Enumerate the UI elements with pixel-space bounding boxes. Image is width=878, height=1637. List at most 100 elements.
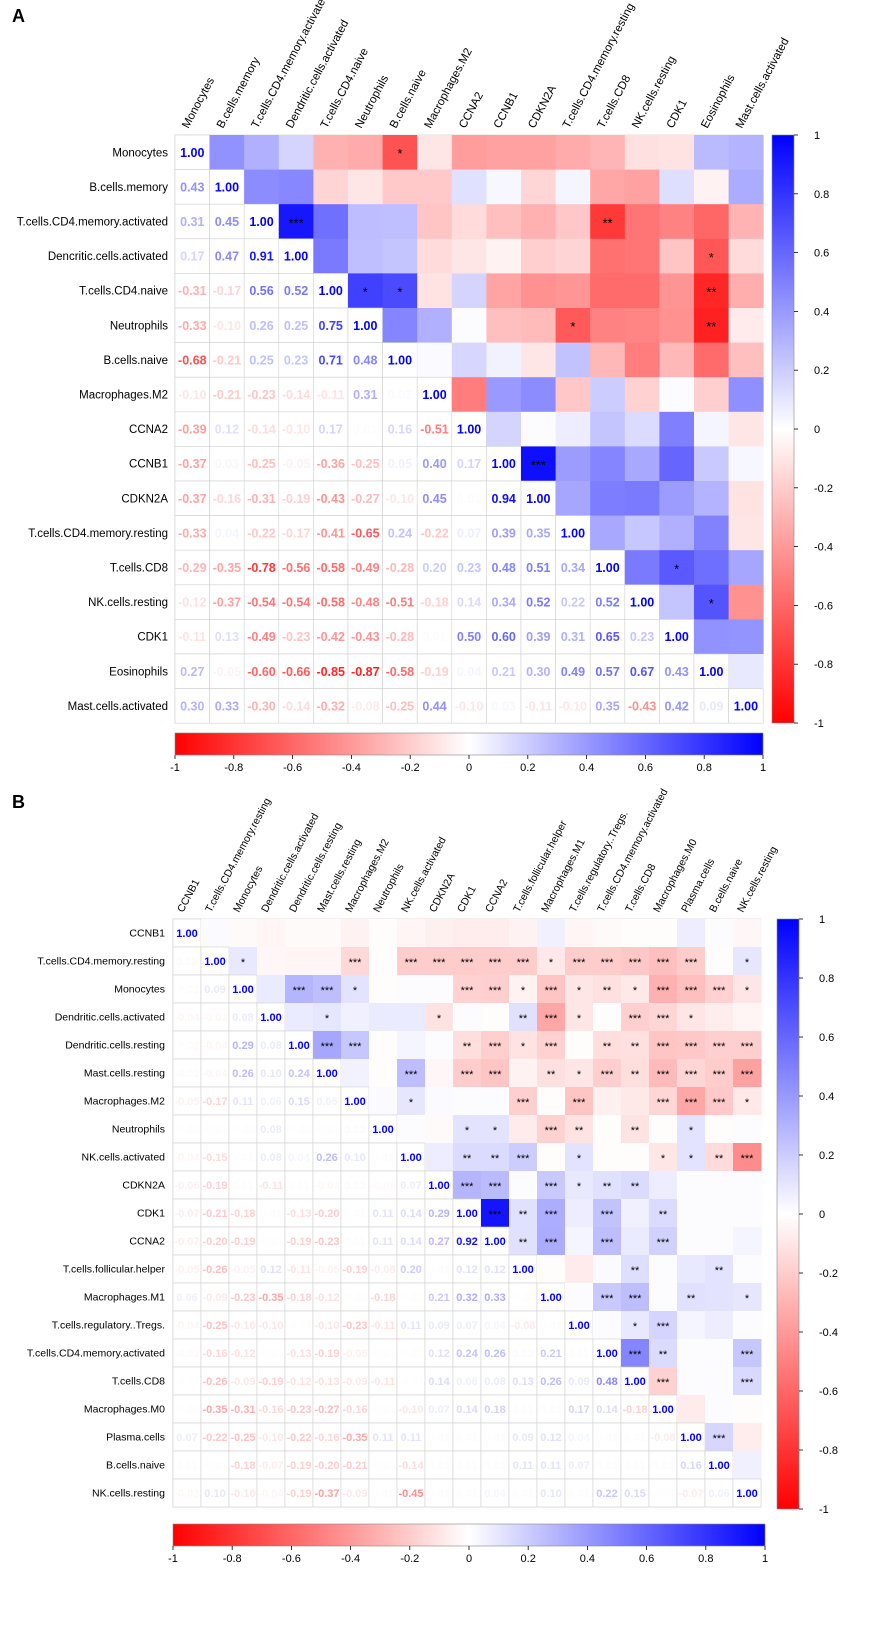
heatmap-cell bbox=[285, 919, 314, 948]
cell-value-label: 1.00 bbox=[512, 1264, 533, 1276]
heatmap-cell bbox=[733, 947, 762, 976]
heatmap-cell bbox=[209, 619, 245, 655]
column-label: NK.cells.resting bbox=[735, 844, 780, 914]
significance-stars: *** bbox=[573, 957, 587, 969]
cell-value-label: 0.24 bbox=[456, 1348, 478, 1360]
significance-stars: ** bbox=[603, 1041, 612, 1053]
cell-value-label: 0.01 bbox=[428, 1460, 449, 1472]
cell-value-label: -0.12 bbox=[178, 596, 207, 610]
cell-value-label: -0.01 bbox=[174, 1404, 199, 1416]
cell-value-label: -0.58 bbox=[316, 561, 345, 575]
cell-value-label: 0.01 bbox=[428, 1264, 449, 1276]
cell-value-label: -0.19 bbox=[230, 1236, 255, 1248]
heatmap-cell bbox=[417, 135, 453, 170]
cell-value-label: 0.05 bbox=[388, 457, 412, 471]
cell-value-label: -0.85 bbox=[316, 665, 345, 679]
heatmap-cell bbox=[451, 135, 487, 170]
cell-value-label: -0.04 bbox=[174, 1152, 200, 1164]
cell-value-label: 0.02 bbox=[344, 1124, 365, 1136]
cell-value-label: -0.25 bbox=[386, 699, 415, 713]
cell-value-label: 1.00 bbox=[630, 596, 654, 610]
cell-value-label: 0.01 bbox=[428, 1488, 449, 1500]
significance-stars: *** bbox=[545, 1041, 559, 1053]
cell-value-label: 0.94 bbox=[492, 492, 516, 506]
cell-value-label: 0.43 bbox=[180, 180, 204, 194]
cell-value-label: 0.02 bbox=[388, 388, 412, 402]
cell-value-label: 0.01 bbox=[596, 1460, 617, 1472]
cell-value-label: -0.21 bbox=[342, 1460, 367, 1472]
heatmap-cell bbox=[705, 1171, 734, 1200]
cell-value-label: 0.56 bbox=[249, 284, 273, 298]
cell-value-label: -0.21 bbox=[202, 1208, 227, 1220]
cell-value-label: -0.19 bbox=[314, 1348, 339, 1360]
significance-stars: * bbox=[521, 1041, 526, 1053]
significance-stars: ** bbox=[547, 1069, 556, 1081]
heatmap-cell bbox=[341, 1003, 370, 1032]
heatmap-cell bbox=[705, 1423, 734, 1452]
cell-value-label: 0.09 bbox=[699, 699, 723, 713]
cell-value-label: -0.43 bbox=[351, 630, 380, 644]
row-label: T.cells.regulatory..Tregs. bbox=[52, 1320, 165, 1332]
heatmap-cell bbox=[481, 1087, 510, 1116]
heatmap-cell bbox=[659, 550, 695, 586]
cell-value-label: 1.00 bbox=[708, 1460, 729, 1472]
cell-value-label: 0.12 bbox=[428, 1348, 449, 1360]
cell-value-label: 0.01 bbox=[484, 1460, 505, 1472]
cell-value-label: -0.19 bbox=[286, 1236, 311, 1248]
heatmap-cell bbox=[481, 1031, 510, 1060]
cell-value-label: 0.48 bbox=[492, 561, 516, 575]
colorbar-tick-label: 1 bbox=[814, 130, 820, 142]
cell-value-label: 1.00 bbox=[249, 215, 273, 229]
heatmap-cell bbox=[555, 308, 591, 343]
cell-value-label: -0.01 bbox=[286, 1320, 311, 1332]
colorbar-tick-label: -0.6 bbox=[819, 1386, 838, 1398]
cell-value-label: 0.14 bbox=[428, 1376, 450, 1388]
cell-value-label: -0.16 bbox=[202, 1348, 227, 1360]
heatmap-cell bbox=[425, 1115, 454, 1144]
cell-value-label: 1.00 bbox=[457, 423, 481, 437]
heatmap-cell bbox=[659, 653, 695, 689]
heatmap-cell bbox=[369, 1031, 398, 1060]
heatmap-cell bbox=[256, 1422, 286, 1452]
cell-value-label: 0.16 bbox=[680, 1460, 701, 1472]
cell-value-label: -0.21 bbox=[213, 388, 242, 402]
row-label: CDKN2A bbox=[121, 493, 168, 505]
heatmap-cell bbox=[593, 1199, 622, 1228]
heatmap-cell bbox=[452, 1282, 482, 1312]
cell-value-label: 0.07 bbox=[176, 1432, 197, 1444]
heatmap-cell bbox=[313, 919, 342, 948]
cell-value-label: 0.14 bbox=[456, 1404, 478, 1416]
heatmap-cell bbox=[278, 307, 314, 343]
cell-value-label: 0.35 bbox=[595, 699, 619, 713]
heatmap-cell bbox=[621, 1115, 650, 1144]
cell-value-label: 0.32 bbox=[456, 1292, 477, 1304]
heatmap-cell bbox=[589, 584, 626, 620]
cell-value-label: 0.52 bbox=[526, 596, 550, 610]
heatmap-cell bbox=[451, 204, 487, 240]
heatmap-cell bbox=[243, 515, 280, 551]
heatmap-cell bbox=[624, 481, 660, 516]
cell-value-label: -0.01 bbox=[174, 1124, 199, 1136]
cell-value-label: 0.07 bbox=[568, 1460, 589, 1472]
colorbar-tick-label: 0.6 bbox=[638, 762, 653, 774]
cell-value-label: -0.17 bbox=[213, 284, 242, 298]
heatmap-cell bbox=[509, 975, 538, 1004]
heatmap-cell bbox=[397, 1115, 426, 1144]
heatmap-cell bbox=[452, 1478, 482, 1508]
panel-b: B1.000.02 1.00-0.02 0.09 1.00-0.04 -0.03 0.08… bbox=[12, 787, 838, 1565]
heatmap-cell bbox=[451, 584, 487, 620]
heatmap-cell bbox=[589, 653, 626, 689]
heatmap-cell bbox=[368, 1310, 398, 1340]
cell-value-label: -0.04 bbox=[174, 1320, 200, 1332]
heatmap-cell bbox=[565, 1199, 594, 1228]
colorbar-tick-label: -0.2 bbox=[401, 762, 420, 774]
heatmap-cell bbox=[590, 515, 626, 551]
heatmap-cell bbox=[481, 1171, 510, 1200]
cell-value-label: -0.05 bbox=[174, 1096, 199, 1108]
heatmap-cell bbox=[313, 480, 349, 516]
significance-stars: *** bbox=[741, 1041, 755, 1053]
heatmap-cell bbox=[733, 1423, 762, 1452]
significance-stars: ** bbox=[706, 285, 716, 300]
significance-stars: ** bbox=[631, 1181, 640, 1193]
cell-value-label: 1.00 bbox=[204, 956, 225, 968]
